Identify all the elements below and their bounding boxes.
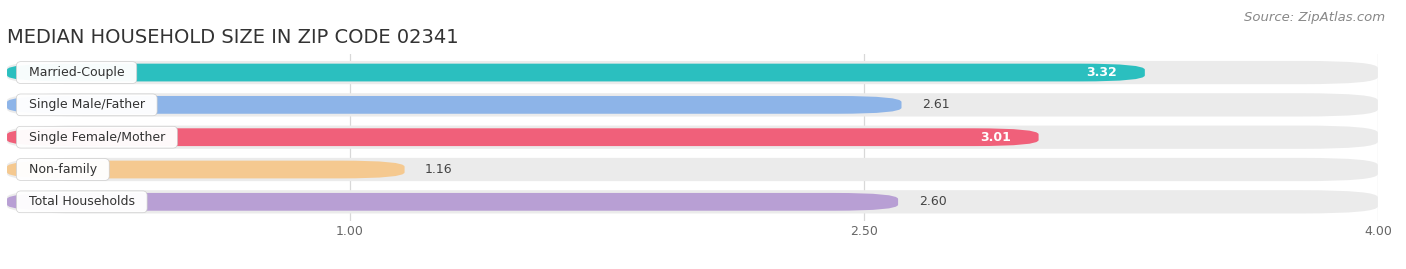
FancyBboxPatch shape (7, 126, 1378, 149)
Text: 2.61: 2.61 (922, 98, 949, 111)
Text: Married-Couple: Married-Couple (21, 66, 132, 79)
Text: Single Female/Mother: Single Female/Mother (21, 131, 173, 144)
Text: Single Male/Father: Single Male/Father (21, 98, 153, 111)
Text: 1.16: 1.16 (425, 163, 453, 176)
FancyBboxPatch shape (7, 61, 1378, 84)
Text: 3.32: 3.32 (1087, 66, 1118, 79)
FancyBboxPatch shape (7, 64, 1144, 82)
FancyBboxPatch shape (7, 93, 1378, 116)
FancyBboxPatch shape (7, 190, 1378, 214)
FancyBboxPatch shape (7, 96, 901, 114)
Text: 2.60: 2.60 (918, 195, 946, 208)
Text: Source: ZipAtlas.com: Source: ZipAtlas.com (1244, 11, 1385, 24)
Text: Non-family: Non-family (21, 163, 105, 176)
FancyBboxPatch shape (7, 193, 898, 211)
FancyBboxPatch shape (7, 161, 405, 178)
Text: Total Households: Total Households (21, 195, 143, 208)
FancyBboxPatch shape (7, 158, 1378, 181)
FancyBboxPatch shape (7, 128, 1039, 146)
Text: 3.01: 3.01 (980, 131, 1011, 144)
Text: MEDIAN HOUSEHOLD SIZE IN ZIP CODE 02341: MEDIAN HOUSEHOLD SIZE IN ZIP CODE 02341 (7, 28, 458, 47)
